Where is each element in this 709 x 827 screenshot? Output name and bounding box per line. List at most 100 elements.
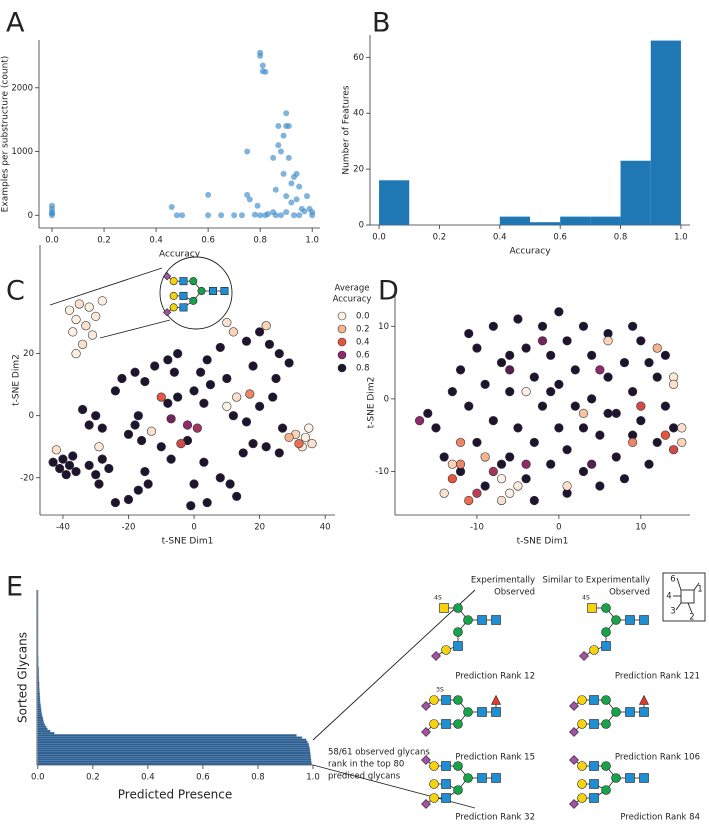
- glycan-circle: [169, 303, 178, 312]
- point: [496, 357, 507, 368]
- point: [480, 481, 490, 491]
- point: [238, 212, 245, 219]
- x-tick-label: -10: [470, 523, 484, 533]
- point: [81, 321, 91, 331]
- point: [68, 327, 78, 337]
- point: [97, 423, 107, 433]
- point: [264, 339, 275, 349]
- bar: [37, 672, 39, 676]
- glycan-circle: [429, 779, 439, 789]
- legend-title: Accuracy: [333, 295, 372, 305]
- point: [270, 154, 277, 161]
- point: [554, 423, 564, 433]
- x-tick-label: 0.2: [433, 233, 447, 243]
- point: [595, 481, 605, 491]
- x-tick-label: 0.2: [97, 236, 111, 246]
- bar: [37, 659, 39, 663]
- point: [246, 196, 253, 203]
- bar: [560, 216, 591, 225]
- glycan-diamond: [579, 651, 589, 661]
- point: [94, 479, 104, 489]
- point: [123, 429, 134, 439]
- point: [628, 321, 638, 331]
- point: [636, 416, 646, 426]
- key-number: 1: [697, 585, 702, 595]
- point: [447, 474, 457, 484]
- point: [587, 459, 597, 469]
- point: [283, 209, 290, 216]
- glycan-diamond: [421, 727, 431, 737]
- glycan-diamond: [421, 701, 431, 711]
- modification-label: 3S: [436, 687, 444, 694]
- bar: [37, 677, 40, 680]
- bar: [620, 160, 651, 225]
- glycan-circle: [429, 695, 439, 705]
- point: [277, 148, 284, 155]
- legend-title: Average: [335, 284, 370, 294]
- legend-swatch: [337, 350, 347, 360]
- glycan-square: [441, 761, 451, 771]
- point: [123, 494, 134, 505]
- legend-label: 0.2: [356, 325, 370, 335]
- bar: [590, 216, 621, 225]
- bar: [37, 714, 43, 718]
- point: [611, 408, 621, 418]
- rank-label: Prediction Rank 84: [620, 813, 700, 823]
- point: [472, 437, 482, 448]
- bar: [650, 40, 681, 226]
- point: [137, 435, 147, 446]
- point: [156, 442, 166, 452]
- bar: [37, 699, 41, 702]
- key-line: [676, 577, 682, 591]
- point: [521, 474, 531, 484]
- point: [244, 148, 251, 155]
- glycan-circle: [429, 761, 439, 771]
- point: [431, 423, 441, 433]
- bar: [37, 683, 40, 687]
- column-header: Observed: [494, 588, 535, 598]
- point: [307, 439, 317, 449]
- point: [464, 495, 474, 506]
- bar: [37, 725, 47, 728]
- point: [241, 417, 252, 427]
- point: [261, 321, 271, 331]
- bar: [37, 734, 297, 737]
- bar: [499, 216, 530, 225]
- key-line: [687, 602, 693, 614]
- point: [537, 321, 548, 331]
- bar: [37, 753, 311, 757]
- point: [296, 183, 303, 190]
- point: [562, 445, 572, 455]
- point: [587, 350, 597, 360]
- x-tick-label: 1.0: [674, 233, 688, 243]
- point: [275, 142, 282, 149]
- glycan-square: [441, 779, 451, 789]
- point: [293, 196, 300, 203]
- point: [189, 479, 199, 489]
- y-tick-label: 40: [353, 109, 364, 119]
- x-tick-label: 0.6: [201, 236, 215, 246]
- modification-label: 4S: [434, 595, 442, 602]
- point: [104, 463, 114, 474]
- key-number: 2: [689, 613, 694, 623]
- bar: [37, 655, 39, 658]
- point: [309, 212, 316, 219]
- point: [68, 451, 78, 461]
- bar: [37, 760, 312, 763]
- glycan-circle: [453, 627, 463, 637]
- point: [272, 186, 279, 193]
- point: [521, 459, 531, 469]
- point: [257, 212, 264, 219]
- glycan-square: [220, 287, 229, 295]
- glycan-circle: [189, 296, 198, 305]
- annotation: prediced glycans: [328, 772, 401, 782]
- rank-label: Prediction Rank 12: [455, 672, 535, 682]
- point: [554, 307, 564, 317]
- point: [49, 202, 56, 209]
- point: [488, 416, 498, 426]
- legend-swatch: [337, 337, 347, 347]
- point: [97, 296, 107, 306]
- point: [603, 372, 613, 382]
- glycan-square: [441, 695, 451, 705]
